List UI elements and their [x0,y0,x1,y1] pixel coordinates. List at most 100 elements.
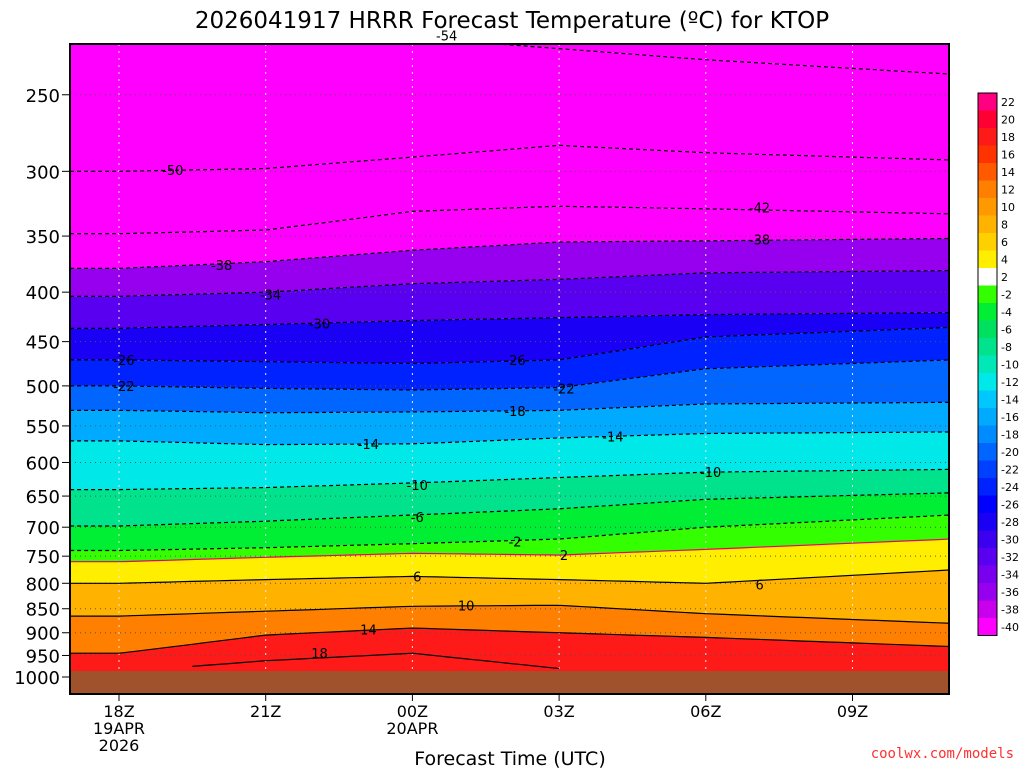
isotherm-label: 14 [360,623,377,638]
colorbar-swatch [978,373,997,391]
colorbar-label: -30 [1001,534,1019,547]
y-tick-label: 800 [26,574,60,595]
colorbar-swatch [978,128,997,146]
colorbar-swatch [978,215,997,233]
colorbar-swatch [978,530,997,548]
colorbar-swatch [978,233,997,251]
temperature-band [70,432,949,490]
temperature-band [70,515,949,562]
colorbar-legend: 22 20 18 16 14 12 10 8 6 4 2 -2 -4 -6 -8 -10 -12 -14 -16 -1… [977,92,1019,636]
colorbar-swatch [978,408,997,426]
colorbar-label: -36 [1001,586,1019,599]
colorbar-swatch [978,198,997,216]
x-tick-label: 06Z [690,702,721,721]
y-tick-label: 900 [26,624,60,645]
colorbar-swatch [978,110,997,128]
colorbar-label: -16 [1001,411,1019,424]
colorbar-label: -32 [1001,551,1019,564]
isotherm-label: -2 [509,535,522,550]
temperature-band [70,327,949,391]
colorbar-label: -4 [1001,306,1012,319]
isotherm-label: -6 [411,511,424,526]
y-tick-label: 500 [26,377,60,398]
y-tick-label: 400 [26,283,60,304]
x-tick-label: 00Z [397,702,428,721]
isotherm-label: -26 [504,354,525,369]
colorbar-swatch [978,443,997,461]
colorbar-swatch [978,93,997,111]
colorbar-swatch [978,355,997,373]
colorbar-swatch [978,180,997,198]
x-axis-label: Forecast Time (UTC) [414,748,605,768]
x-tick-label: 20APR [386,719,438,738]
temperature-band [70,605,949,654]
isotherm-14 [70,627,949,654]
y-tick-label: 350 [26,227,60,248]
isotherm-label: -34 [260,288,281,303]
colorbar-label: -18 [1001,429,1019,442]
ground-below-surface [70,671,949,694]
y-tick-label: 1000 [14,668,60,689]
isotherm--26 [70,326,949,365]
colorbar-swatch [978,600,997,618]
isotherm-label: -14 [358,438,379,453]
isotherm-10 [70,604,949,624]
temperature-band [70,492,949,551]
temperature-band [70,359,949,413]
isotherm-2 [70,538,949,563]
isotherm-label: -22 [113,380,134,395]
colorbar-label: 22 [1001,96,1015,109]
y-tick-label: 750 [26,547,60,568]
isotherm-label: -54 [436,29,457,44]
isotherm-label: 18 [311,647,328,662]
colorbar-swatch [978,495,997,513]
colorbar-label: 20 [1001,114,1015,127]
colorbar-label: 12 [1001,184,1015,197]
x-tick-label: 09Z [837,702,868,721]
x-tick-label: 19APR [93,719,145,738]
colorbar-label: -14 [1001,394,1019,407]
isotherm-label: 2 [560,549,568,564]
temperature-band [70,44,949,172]
isotherm-label: -50 [162,164,183,179]
colorbar-swatch [978,390,997,408]
colorbar-swatch [978,338,997,356]
y-tick-label: 300 [26,162,60,183]
colorbar-label: -24 [1001,481,1019,494]
y-tick-label: 700 [26,518,60,539]
y-tick-label: 650 [26,487,60,508]
isotherm-labels: -54-50-42-38-38-34-30-26 -26-22 -22-18-14-… [113,29,770,662]
colorbar-swatch [978,320,997,338]
colorbar-label: -12 [1001,376,1019,389]
colorbar-label: -2 [1001,289,1012,302]
colorbar-label: 18 [1001,131,1015,144]
colorbar-swatch [978,145,997,163]
y-tick-label: 850 [26,600,60,621]
colorbar-label: -10 [1001,359,1019,372]
x-tick-label: 21Z [250,702,281,721]
isotherm-label: 6 [413,570,421,585]
plot-area: -54-50-42-38-38-34-30-26 -26-22 -22-18-14-… [69,29,950,695]
isotherm-label: -26 [113,354,134,369]
x-tick-label: 18Z [103,702,134,721]
colorbar-label: -28 [1001,516,1019,529]
colorbar-label: -22 [1001,464,1019,477]
credit-link[interactable]: coolwx.com/models [871,746,1014,762]
temperature-band [70,238,949,297]
y-tick-label: 250 [26,86,60,107]
isotherm-label: -38 [211,259,232,274]
isotherm--42 [70,205,949,235]
colorbar-label: 14 [1001,166,1015,179]
temperature-band [70,312,949,364]
temperature-band [499,44,949,75]
colorbar-frame [977,92,998,636]
y-tick-label: 550 [26,417,60,438]
temperature-band [70,469,949,526]
colorbar-label: 4 [1001,254,1008,267]
colorbar-label: 6 [1001,236,1008,249]
x-tick-label: 03Z [543,702,574,721]
isotherm-label: -18 [504,405,525,420]
colorbar-label: -40 [1001,621,1019,634]
colorbar-swatch [978,285,997,303]
colorbar-label: 8 [1001,219,1008,232]
